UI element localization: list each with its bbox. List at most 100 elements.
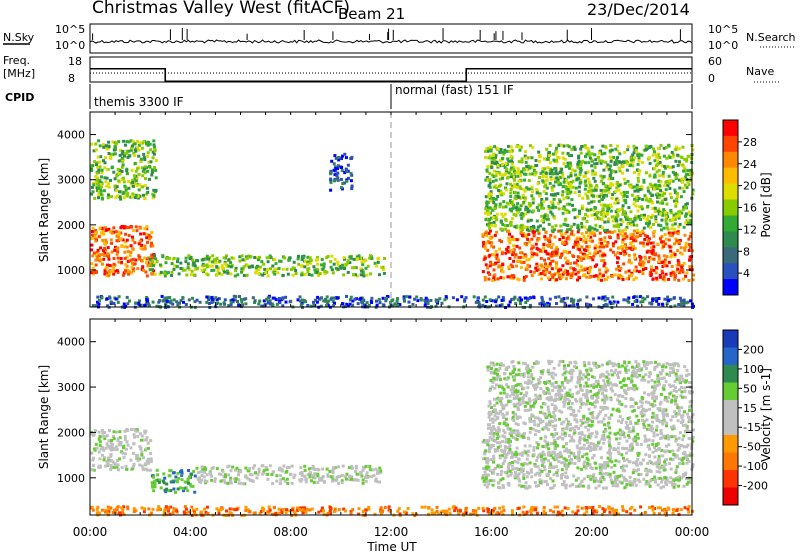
echo-pixel bbox=[685, 158, 689, 161]
echo-pixel bbox=[603, 236, 607, 240]
echo-pixel bbox=[660, 240, 664, 244]
echo-pixel bbox=[579, 265, 583, 269]
echo-pixel bbox=[560, 234, 564, 238]
echo-pixel bbox=[625, 226, 629, 229]
echo-pixel bbox=[130, 271, 134, 275]
echo-pixel bbox=[542, 303, 546, 307]
echo-pixel bbox=[577, 159, 581, 163]
echo-pixel bbox=[229, 265, 233, 269]
echo-pixel bbox=[94, 175, 98, 178]
echo-pixel bbox=[566, 397, 570, 401]
echo-pixel bbox=[542, 206, 546, 210]
echo-pixel bbox=[576, 165, 580, 169]
echo-pixel bbox=[275, 302, 279, 306]
echo-pixel bbox=[226, 271, 230, 275]
echo-pixel bbox=[340, 481, 344, 485]
echo-pixel bbox=[133, 241, 137, 245]
echo-pixel bbox=[326, 303, 330, 307]
echo-pixel bbox=[344, 167, 348, 171]
echo-pixel bbox=[484, 465, 488, 469]
echo-pixel bbox=[641, 375, 645, 379]
echo-pixel bbox=[539, 452, 543, 456]
echo-pixel bbox=[483, 483, 487, 487]
echo-pixel bbox=[188, 482, 192, 486]
echo-pixel bbox=[620, 276, 623, 280]
echo-pixel bbox=[481, 303, 485, 307]
echo-pixel bbox=[132, 433, 136, 437]
echo-pixel bbox=[404, 295, 408, 299]
echo-pixel bbox=[506, 469, 510, 473]
echo-pixel bbox=[155, 304, 159, 308]
echo-pixel bbox=[511, 206, 515, 210]
echo-pixel bbox=[682, 205, 686, 209]
echo-pixel bbox=[676, 195, 679, 199]
echo-pixel bbox=[546, 443, 550, 446]
echo-pixel bbox=[125, 245, 129, 249]
echo-pixel bbox=[561, 193, 564, 197]
echo-pixel bbox=[538, 159, 541, 163]
echo-pixel bbox=[192, 273, 196, 277]
echo-pixel bbox=[221, 469, 225, 473]
echo-pixel bbox=[495, 257, 499, 260]
echo-pixel bbox=[608, 443, 612, 447]
echo-pixel bbox=[498, 184, 501, 188]
echo-pixel bbox=[682, 177, 686, 181]
echo-pixel bbox=[682, 300, 686, 304]
echo-pixel bbox=[550, 466, 553, 470]
echo-pixel bbox=[505, 247, 509, 251]
echo-pixel bbox=[113, 152, 117, 156]
echo-pixel bbox=[146, 441, 150, 445]
echo-pixel bbox=[247, 477, 251, 481]
echo-pixel bbox=[537, 273, 541, 276]
echo-pixel bbox=[676, 210, 680, 214]
echo-pixel bbox=[134, 179, 138, 183]
echo-pixel bbox=[568, 228, 572, 231]
echo-pixel bbox=[564, 471, 568, 475]
echo-pixel bbox=[346, 259, 350, 263]
echo-pixel bbox=[117, 159, 121, 163]
echo-pixel bbox=[151, 261, 155, 265]
echo-pixel bbox=[520, 451, 524, 455]
echo-pixel bbox=[509, 471, 513, 475]
echo-pixel bbox=[572, 222, 576, 226]
echo-pixel bbox=[673, 276, 677, 279]
echo-pixel bbox=[577, 194, 581, 198]
echo-pixel bbox=[489, 260, 493, 264]
echo-pixel bbox=[580, 207, 584, 211]
echo-pixel bbox=[324, 297, 328, 301]
echo-pixel bbox=[502, 276, 506, 280]
echo-pixel bbox=[657, 297, 661, 300]
echo-pixel bbox=[498, 177, 502, 181]
echo-pixel bbox=[532, 448, 536, 452]
echo-pixel bbox=[684, 221, 688, 225]
echo-pixel bbox=[657, 207, 661, 211]
echo-pixel bbox=[364, 258, 368, 262]
echo-pixel bbox=[200, 465, 204, 469]
echo-pixel bbox=[346, 270, 350, 274]
echo-pixel bbox=[334, 167, 338, 170]
echo-pixel bbox=[249, 255, 253, 259]
echo-pixel bbox=[557, 176, 560, 180]
echo-pixel bbox=[131, 229, 135, 232]
echo-pixel bbox=[263, 267, 267, 271]
echo-pixel bbox=[257, 268, 261, 272]
echo-pixel bbox=[508, 469, 512, 473]
echo-pixel bbox=[598, 194, 602, 198]
echo-pixel bbox=[213, 477, 217, 481]
echo-pixel bbox=[645, 144, 648, 148]
echo-pixel bbox=[616, 201, 620, 205]
echo-pixel bbox=[685, 221, 689, 225]
echo-pixel bbox=[667, 143, 671, 147]
echo-pixel bbox=[491, 279, 495, 282]
echo-pixel bbox=[596, 275, 600, 279]
echo-pixel bbox=[145, 192, 149, 196]
echo-pixel bbox=[131, 465, 135, 469]
echo-pixel bbox=[644, 482, 648, 486]
echo-pixel bbox=[224, 475, 227, 479]
echo-pixel bbox=[253, 256, 257, 259]
echo-pixel bbox=[553, 192, 557, 196]
echo-pixel bbox=[566, 161, 570, 165]
echo-pixel bbox=[677, 446, 681, 450]
echo-pixel bbox=[547, 459, 550, 463]
echo-pixel bbox=[212, 268, 216, 272]
